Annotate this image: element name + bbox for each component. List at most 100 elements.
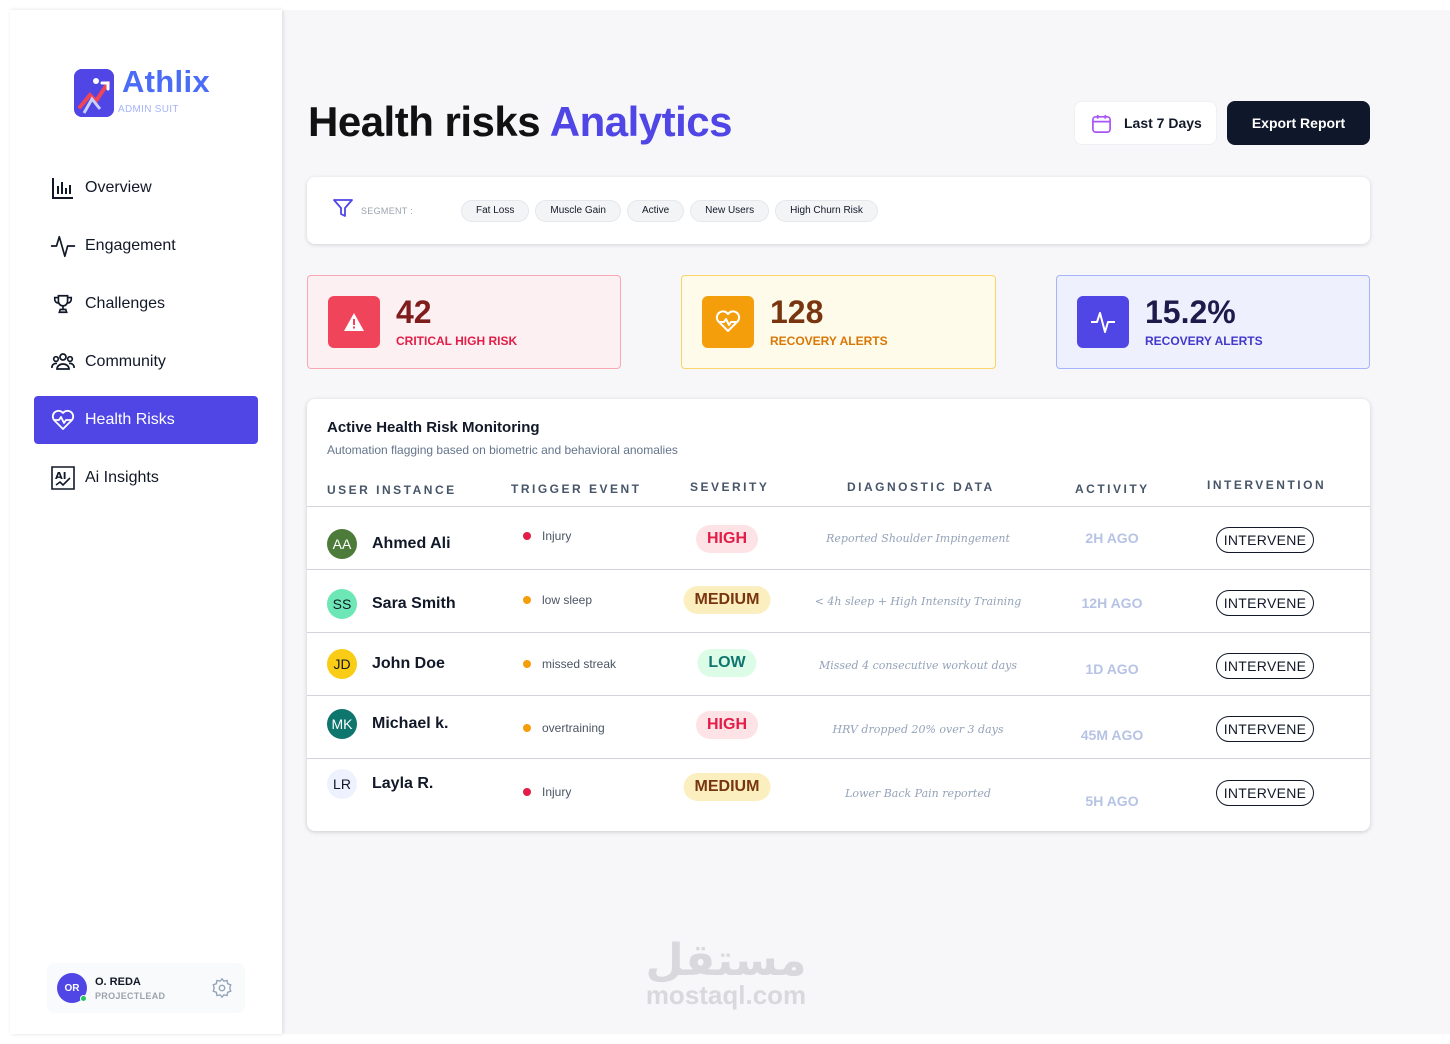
stat-value: 15.2%	[1145, 294, 1236, 330]
sidebar-item-community[interactable]: Community	[34, 338, 258, 386]
sidebar-item-challenges[interactable]: Challenges	[34, 280, 258, 328]
severity-badge: MEDIUM	[683, 773, 771, 801]
avatar: OR	[57, 973, 87, 1003]
status-dot	[523, 532, 531, 540]
stat-value: 128	[770, 294, 824, 330]
diagnostic-data: Reported Shoulder Impingement	[826, 532, 1010, 545]
intervene-button[interactable]: INTERVENE	[1216, 527, 1314, 553]
sidebar-item-label: Health Risks	[85, 411, 175, 428]
page-title: Health risks Analytics	[308, 98, 733, 145]
severity-badge: HIGH	[696, 525, 758, 553]
sidebar-item-label: Overview	[85, 179, 152, 196]
stat-label: RECOVERY ALERTS	[1145, 334, 1263, 348]
sidebar-item-overview[interactable]: Overview	[34, 164, 258, 212]
segment-chip-muscle-gain[interactable]: Muscle Gain	[535, 199, 621, 222]
date-range-label: Last 7 Days	[1124, 115, 1202, 131]
segment-chip-fat-loss[interactable]: Fat Loss	[461, 199, 530, 222]
segment-chip-active[interactable]: Active	[626, 199, 685, 222]
export-report-button[interactable]: Export Report	[1227, 101, 1370, 145]
column-header: INTERVENTION	[1207, 478, 1327, 492]
segment-filter-bar: SEGMENT : Fat Loss Muscle Gain Active Ne…	[307, 177, 1370, 244]
intervene-button[interactable]: INTERVENE	[1216, 590, 1314, 616]
mostaql-watermark: مستقل mostaql.com	[636, 938, 816, 1011]
segment-label: SEGMENT :	[361, 205, 414, 216]
filter-icon	[333, 198, 353, 223]
sidebar-item-label: Engagement	[85, 237, 176, 254]
activity-time: 1D AGO	[1085, 661, 1139, 677]
table-row[interactable]: MK Michael k. overtraining HIGH HRV drop…	[307, 696, 1370, 759]
column-header: DIAGNOSTIC DATA	[847, 480, 995, 494]
user-profile-card[interactable]: OR O. REDA PROJECTLEAD	[47, 963, 245, 1013]
activity-time: 5H AGO	[1085, 793, 1139, 809]
severity-badge: LOW	[697, 649, 757, 677]
sidebar-item-ai-insights[interactable]: AI Ai Insights	[34, 454, 258, 502]
intervene-button[interactable]: INTERVENE	[1216, 780, 1314, 806]
diagnostic-data: Lower Back Pain reported	[845, 787, 991, 800]
sidebar-item-label: Challenges	[85, 295, 166, 312]
table-title: Active Health Risk Monitoring	[327, 419, 540, 436]
stat-label: RECOVERY ALERTS	[770, 334, 888, 348]
heart-pulse-icon	[50, 407, 76, 433]
date-range-button[interactable]: Last 7 Days	[1074, 101, 1217, 145]
user-name[interactable]: John Doe	[372, 655, 445, 672]
column-header: USER INSTANCE	[327, 483, 457, 497]
calendar-icon	[1091, 113, 1112, 134]
table-row[interactable]: AA Ahmed Ali Injury HIGH Reported Should…	[307, 507, 1370, 570]
online-status-dot	[80, 995, 87, 1002]
activity-icon	[50, 233, 76, 259]
status-dot	[523, 660, 531, 668]
user-name[interactable]: Michael k.	[372, 715, 449, 732]
brand-name: Athlix	[122, 64, 210, 99]
user-role: PROJECTLEAD	[95, 990, 166, 1001]
stat-card-recovery-alerts: 128 RECOVERY ALERTS	[681, 275, 996, 369]
intervene-button[interactable]: INTERVENE	[1216, 653, 1314, 679]
user-name[interactable]: Sara Smith	[372, 595, 456, 612]
user-name[interactable]: Layla R.	[372, 775, 434, 792]
stat-label: CRITICAL HIGH RISK	[396, 334, 518, 348]
table-row[interactable]: JD John Doe missed streak LOW Missed 4 c…	[307, 633, 1370, 696]
trophy-icon	[50, 291, 76, 317]
sidebar-item-health-risks[interactable]: Health Risks	[34, 396, 258, 444]
diagnostic-data: Missed 4 consecutive workout days	[818, 659, 1018, 672]
segment-chip-high-churn-risk[interactable]: High Churn Risk	[775, 199, 878, 222]
avatar: JD	[327, 649, 357, 679]
health-risk-monitoring-table: Active Health Risk Monitoring Automation…	[307, 399, 1370, 831]
stat-card-critical-high-risk: 42 CRITICAL HIGH RISK	[307, 275, 621, 369]
sidebar-item-label: Ai Insights	[85, 469, 159, 486]
column-header: ACTIVITY	[1075, 482, 1150, 496]
heart-icon	[702, 296, 754, 348]
brand[interactable]: Athlix ADMIN SUIT	[74, 66, 210, 117]
svg-text:AI: AI	[55, 471, 66, 482]
brand-subtitle: ADMIN SUIT	[118, 104, 179, 115]
status-dot	[523, 596, 531, 604]
stat-card-recovery-rate: 15.2% RECOVERY ALERTS	[1056, 275, 1370, 369]
intervene-button[interactable]: INTERVENE	[1216, 716, 1314, 742]
activity-time: 2H AGO	[1085, 530, 1139, 546]
table-row[interactable]: LR Layla R. Injury MEDIUM Lower Back Pai…	[307, 759, 1370, 831]
diagnostic-data: HRV dropped 20% over 3 days	[832, 723, 1004, 736]
status-dot	[523, 788, 531, 796]
sidebar: Athlix ADMIN SUIT Overview Engagement Ch…	[10, 10, 282, 1034]
watermark-arabic: مستقل	[645, 935, 807, 986]
activity-time: 45M AGO	[1080, 727, 1144, 743]
sidebar-item-label: Community	[85, 353, 166, 370]
severity-badge: HIGH	[696, 711, 758, 739]
table-subtitle: Automation flagging based on biometric a…	[327, 443, 678, 457]
pulse-icon	[1077, 296, 1129, 348]
sidebar-item-engagement[interactable]: Engagement	[34, 222, 258, 270]
athlix-logo-icon	[74, 69, 114, 117]
table-row[interactable]: SS Sara Smith low sleep MEDIUM < 4h slee…	[307, 570, 1370, 633]
avatar: MK	[327, 709, 357, 739]
column-header: SEVERITY	[690, 480, 770, 494]
trigger-event: Injury	[523, 529, 571, 543]
segment-chip-new-users[interactable]: New Users	[690, 199, 770, 222]
user-name: O. REDA	[95, 975, 141, 988]
gear-icon[interactable]	[211, 977, 233, 1004]
severity-badge: MEDIUM	[683, 586, 771, 614]
users-icon	[50, 349, 76, 375]
sidebar-nav: Overview Engagement Challenges Community…	[34, 164, 258, 512]
diagnostic-data: < 4h sleep + High Intensity Training	[814, 595, 1022, 608]
user-name[interactable]: Ahmed Ali	[372, 535, 451, 552]
avatar: SS	[327, 589, 357, 619]
watermark-latin: mostaql.com	[645, 980, 807, 1010]
